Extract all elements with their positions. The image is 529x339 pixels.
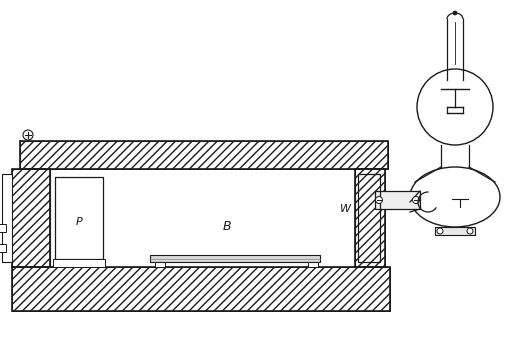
Bar [358, 174, 380, 262]
Circle shape [467, 228, 473, 234]
Bar [12, 169, 50, 267]
Circle shape [453, 11, 457, 15]
Bar [12, 267, 390, 311]
Bar [12, 267, 390, 311]
Circle shape [413, 197, 419, 203]
Bar [308, 255, 318, 267]
Bar [355, 169, 385, 267]
Bar [155, 255, 165, 267]
Bar [0, 224, 6, 232]
Bar [150, 255, 320, 262]
Bar [435, 227, 475, 235]
Bar [55, 177, 103, 259]
Bar [2, 174, 12, 262]
Bar [0, 244, 6, 252]
Bar [53, 259, 105, 267]
Bar [20, 141, 388, 169]
Text: B: B [222, 220, 231, 234]
Bar [355, 169, 385, 267]
Text: P: P [76, 217, 83, 227]
Text: W: W [340, 204, 351, 214]
Bar [375, 191, 420, 209]
Bar [20, 141, 388, 169]
Ellipse shape [410, 167, 500, 227]
Bar [50, 169, 355, 267]
Circle shape [376, 197, 382, 203]
Circle shape [437, 228, 443, 234]
Bar [12, 169, 50, 267]
Bar [358, 174, 380, 262]
Circle shape [23, 130, 33, 140]
Ellipse shape [417, 69, 493, 145]
